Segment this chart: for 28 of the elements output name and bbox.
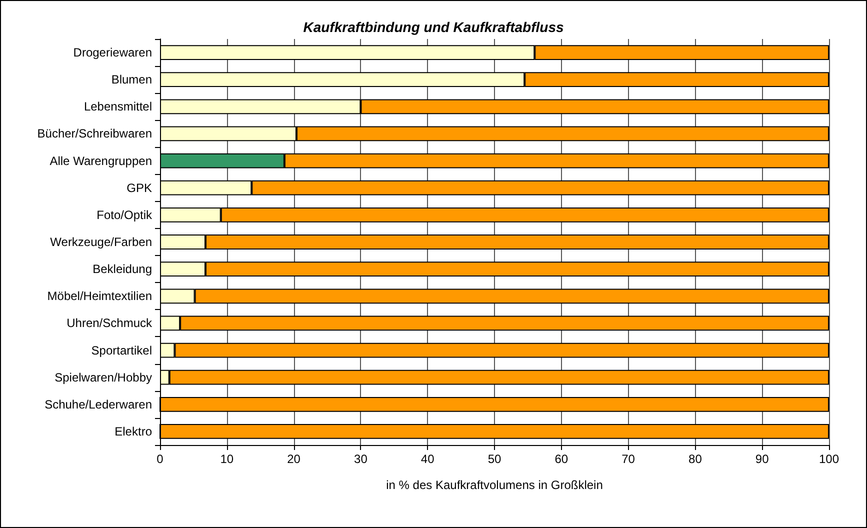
y-tick-label: Alle Warengruppen <box>50 154 152 168</box>
x-tick-label: 30 <box>354 452 368 466</box>
x-tick-label: 40 <box>420 452 435 466</box>
y-tick-label: Drogeriewaren <box>73 46 152 60</box>
y-tick-label: Lebensmittel <box>84 100 152 114</box>
y-tick-label: Elektro <box>114 424 152 438</box>
y-tick-label: Bücher/Schreibwaren <box>37 126 152 141</box>
y-tick-label: Bekleidung <box>92 262 152 276</box>
x-tick-label: 20 <box>287 452 301 466</box>
y-tick-label: Spielwaren/Hobby <box>54 370 152 384</box>
y-tick-label: Sportartikel <box>91 343 152 358</box>
x-tick-label: 0 <box>156 452 164 466</box>
x-tick-label: 90 <box>755 452 770 466</box>
y-tick-label: Möbel/Heimtextilien <box>47 289 152 304</box>
y-tick-label: GPK <box>126 180 152 195</box>
y-tick-label: Blumen <box>111 72 152 87</box>
x-tick-label: 100 <box>818 452 840 466</box>
x-tick-label: 60 <box>554 452 568 466</box>
x-tick-label: 80 <box>688 452 702 466</box>
x-tick-label: 70 <box>622 452 636 466</box>
y-tick-label: Schuhe/Lederwaren <box>44 397 152 412</box>
x-tick-label: 50 <box>488 452 502 466</box>
x-tick-label: 10 <box>220 452 234 466</box>
y-tick-label: Werkzeuge/Farben <box>50 235 152 249</box>
chart-title: Kaufkraftbindung und Kaufkraftabfluss <box>303 19 564 35</box>
y-tick-label: Foto/Optik <box>96 208 153 222</box>
y-tick-label: Uhren/Schmuck <box>66 316 153 330</box>
x-axis-title: in % des Kaufkraftvolumens in Großklein <box>386 478 603 492</box>
